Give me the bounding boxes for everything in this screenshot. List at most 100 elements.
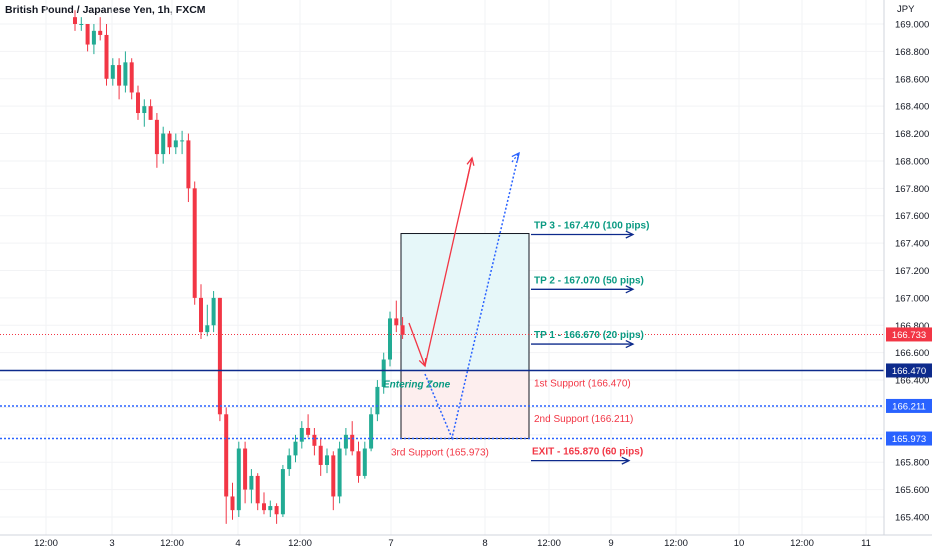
tp1-label: TP 1 - 166.670 (20 pips) [534, 330, 644, 341]
level-price-tag [886, 431, 932, 446]
candle-body [236, 448, 241, 511]
candle-body [142, 106, 147, 114]
candle-body [85, 24, 90, 45]
price-tick-label: 168.600 [895, 74, 929, 85]
annotations: TP 3 - 167.470 (100 pips) TP 2 - 167.070 … [383, 151, 649, 465]
s3-label: 3rd Support (165.973) [391, 448, 489, 459]
price-tick-label: 167.000 [895, 293, 929, 304]
price-tick-label: 165.800 [895, 458, 929, 469]
price-tick-label: 167.600 [895, 211, 929, 222]
support-levels [0, 333, 884, 440]
candle-body [230, 496, 235, 511]
exit-label: EXIT - 165.870 (60 pips) [532, 447, 643, 458]
time-tick-label: 3 [109, 538, 114, 549]
price-tick-label: 168.200 [895, 129, 929, 140]
time-tick-label: 12:00 [537, 538, 561, 549]
candle-body [394, 318, 399, 326]
candle-body [186, 140, 191, 189]
tp1-arrow-head [625, 340, 635, 349]
time-tick-label: 12:00 [664, 538, 688, 549]
candle-body [249, 475, 254, 490]
price-tick-label: 166.600 [895, 348, 929, 359]
bull-arrow [464, 157, 473, 191]
price-tick-label: 165.400 [895, 513, 929, 524]
candle-body [375, 386, 380, 415]
price-tick-label: 168.400 [895, 102, 929, 113]
candle-body [73, 17, 77, 24]
candle-body [91, 30, 96, 45]
candle-body [110, 65, 115, 79]
s1-label: 1st Support (166.470) [534, 378, 631, 389]
candle-body [148, 106, 153, 120]
time-tick-label: 8 [482, 538, 487, 549]
candle-body [180, 140, 185, 142]
price-tick-label: 166.800 [895, 321, 929, 332]
candle-body [205, 325, 210, 333]
price-tick-label: 168.800 [895, 47, 929, 58]
chart-symbol-title: British Pound / Japanese Yen, 1h, FXCM [5, 4, 206, 16]
candle-body [388, 318, 392, 360]
candle-body [274, 506, 279, 515]
candle-body [381, 359, 386, 387]
alt-arrow-head [511, 151, 520, 161]
alt-arrow [511, 152, 520, 163]
candle-body [337, 448, 342, 497]
time-tick-label: 7 [388, 538, 393, 549]
candle-body [280, 469, 285, 515]
candle-body [350, 434, 355, 452]
time-tick-label: 11 [861, 538, 871, 549]
candle-body [98, 30, 103, 35]
time-tick-label: 4 [235, 538, 240, 549]
time-tick-label: 9 [608, 538, 613, 549]
s2-label: 2nd Support (166.211) [534, 414, 633, 425]
candle-body [224, 414, 229, 497]
price-axis: JPY165.400165.600165.800166.000166.20016… [883, 0, 932, 550]
candle-body [400, 325, 405, 335]
candle-body [312, 434, 317, 446]
tp2-label: TP 2 - 167.070 (50 pips) [534, 275, 644, 286]
candle-body [255, 475, 260, 504]
price-tick-label: 167.200 [895, 266, 929, 277]
candle-body [192, 188, 197, 298]
exit-arrow-head [621, 456, 631, 465]
level-price-label: 166.470 [892, 366, 926, 377]
candle-body [167, 133, 172, 148]
candle-body [104, 34, 109, 79]
candle-body [262, 503, 266, 511]
candle-body [331, 455, 336, 497]
candle-body [79, 24, 84, 25]
candle-body [154, 119, 159, 155]
candle-body [173, 140, 178, 148]
candle-body [161, 133, 166, 155]
level-price-tag [886, 398, 932, 413]
time-tick-label: 12:00 [34, 538, 58, 549]
candle-body [356, 451, 361, 476]
tp3-label: TP 3 - 167.470 (100 pips) [534, 221, 649, 232]
candle-body [343, 434, 348, 449]
candle-body [287, 455, 292, 470]
level-price-label: 166.211 [892, 401, 926, 412]
candle-body [293, 441, 298, 456]
candle-body [325, 455, 329, 465]
currency-label: JPY [897, 4, 915, 15]
price-tick-label: 169.000 [895, 20, 929, 31]
candle-body [199, 297, 203, 333]
price-tick-label: 168.000 [895, 156, 929, 167]
candle-body [123, 62, 128, 86]
candle-body [318, 445, 323, 465]
current-price-label: 166.733 [892, 330, 926, 341]
time-tick-label: 10 [734, 538, 745, 549]
candle-body [211, 297, 216, 326]
time-tick-label: 12:00 [288, 538, 312, 549]
current-price-tag [886, 327, 932, 342]
bull-arrow-head [466, 156, 475, 166]
trade-zone [400, 233, 530, 440]
time-tick-label: 12:00 [160, 538, 184, 549]
alt-path [424, 152, 520, 441]
candle-body [117, 65, 122, 86]
tp2-arrow-head [625, 285, 635, 294]
candle-body [362, 448, 367, 476]
candle-body [243, 448, 248, 490]
candle-body [306, 427, 311, 435]
